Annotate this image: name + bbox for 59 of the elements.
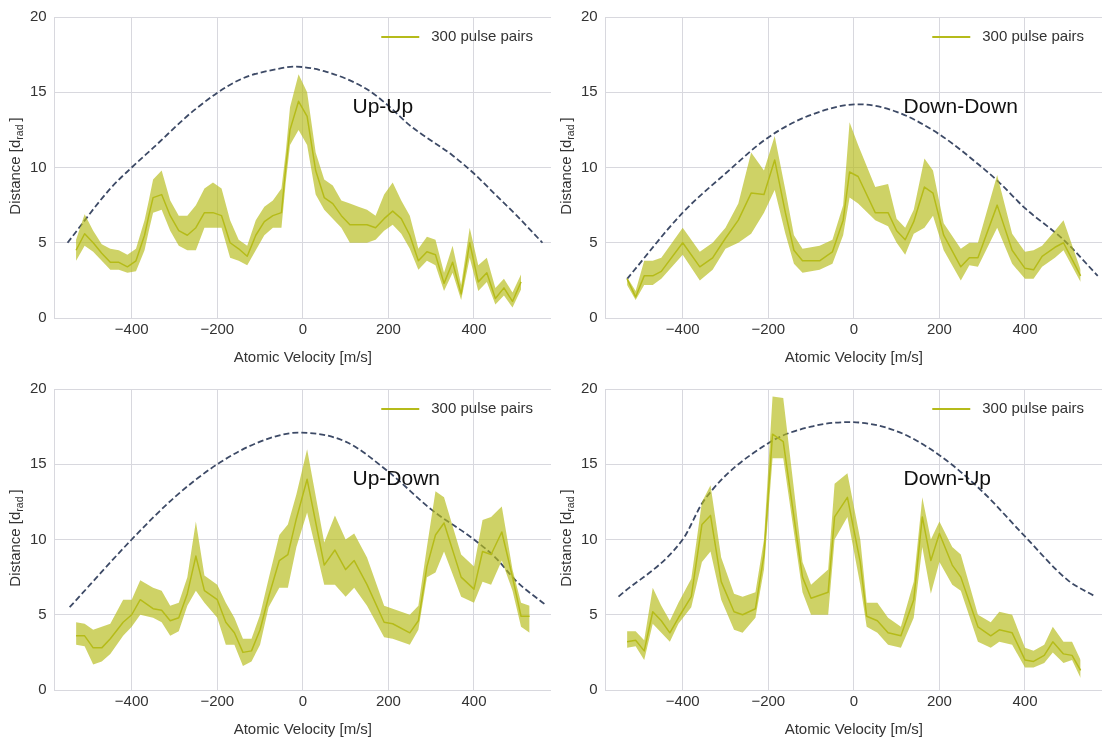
x-tick-label: 0 xyxy=(298,320,308,338)
x-tick-label: 400 xyxy=(461,692,487,710)
x-tick-label: 0 xyxy=(298,692,308,710)
x-axis-title: Atomic Velocity [m/s] xyxy=(784,720,924,738)
annotation: Down-Up xyxy=(903,466,992,490)
y-tick-label: 15 xyxy=(581,82,598,100)
x-axis-title: Atomic Velocity [m/s] xyxy=(233,720,373,738)
y-tick-label: 0 xyxy=(589,680,598,698)
y-tick-label: 0 xyxy=(38,680,47,698)
y-tick-label: 20 xyxy=(30,379,47,397)
y-tick-label: 0 xyxy=(589,308,598,326)
x-tick-label: −400 xyxy=(114,320,149,338)
y-tick-label: 5 xyxy=(38,232,47,250)
y-tick-label: 0 xyxy=(38,308,47,326)
y-tick-label: 10 xyxy=(30,529,47,547)
y-tick-label: 10 xyxy=(581,157,598,175)
x-axis-title: Atomic Velocity [m/s] xyxy=(233,348,373,366)
annotation: Down-Down xyxy=(903,94,1018,118)
y-axis-title: Distance [drad] xyxy=(557,117,577,215)
x-tick-label: 200 xyxy=(375,320,401,338)
y-tick-label: 20 xyxy=(30,7,47,25)
legend-label: 300 pulse pairs xyxy=(431,399,533,417)
y-tick-label: 15 xyxy=(30,82,47,100)
y-tick-label: 10 xyxy=(581,529,598,547)
y-tick-label: 5 xyxy=(38,604,47,622)
annotation: Up-Up xyxy=(352,94,414,118)
legend-label: 300 pulse pairs xyxy=(982,399,1084,417)
y-axis-title: Distance [drad] xyxy=(6,117,26,215)
x-tick-label: −200 xyxy=(751,692,786,710)
x-tick-label: 200 xyxy=(926,320,952,338)
annotation: Up-Down xyxy=(352,466,441,490)
line-series xyxy=(66,65,544,244)
x-tick-label: 0 xyxy=(849,692,859,710)
line-series xyxy=(617,421,1097,598)
x-tick-label: −400 xyxy=(665,320,700,338)
y-tick-label: 10 xyxy=(30,157,47,175)
x-tick-label: −400 xyxy=(114,692,149,710)
x-tick-label: −200 xyxy=(200,692,235,710)
y-axis-title: Distance [drad] xyxy=(557,489,577,587)
y-tick-label: 20 xyxy=(581,7,598,25)
x-tick-label: −200 xyxy=(751,320,786,338)
y-tick-label: 5 xyxy=(589,604,598,622)
x-tick-label: 400 xyxy=(1012,692,1038,710)
x-tick-label: 400 xyxy=(1012,320,1038,338)
legend-label: 300 pulse pairs xyxy=(982,27,1084,45)
x-tick-label: −200 xyxy=(200,320,235,338)
x-tick-label: −400 xyxy=(665,692,700,710)
legend-label: 300 pulse pairs xyxy=(431,27,533,45)
y-tick-label: 15 xyxy=(581,454,598,472)
y-tick-label: 15 xyxy=(30,454,47,472)
y-tick-label: 20 xyxy=(581,379,598,397)
x-tick-label: 0 xyxy=(849,320,859,338)
line-series xyxy=(68,431,548,609)
x-tick-label: 200 xyxy=(375,692,401,710)
y-tick-label: 5 xyxy=(589,232,598,250)
x-tick-label: 400 xyxy=(461,320,487,338)
y-axis-title: Distance [drad] xyxy=(6,489,26,587)
x-tick-label: 200 xyxy=(926,692,952,710)
x-axis-title: Atomic Velocity [m/s] xyxy=(784,348,924,366)
